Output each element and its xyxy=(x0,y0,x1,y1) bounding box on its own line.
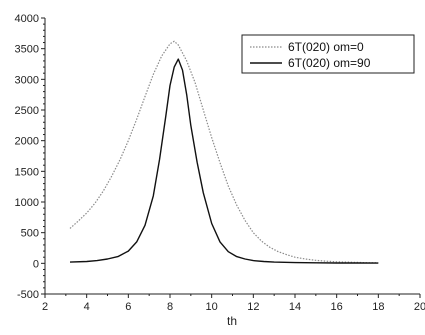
y-tick-label: 3000 xyxy=(15,74,39,86)
y-tick-label: 500 xyxy=(21,228,39,240)
y-tick-label: 1000 xyxy=(15,197,39,209)
x-tick-label: 14 xyxy=(289,301,301,313)
x-tick-label: 4 xyxy=(84,301,90,313)
x-tick-label: 20 xyxy=(414,301,425,313)
y-axis-ticks: -500 0 500 1000 1500 2000 2500 3000 3500 4000 xyxy=(15,13,45,301)
x-axis-label: th xyxy=(227,314,237,328)
legend-label-om90: 6T(020) om=90 xyxy=(288,56,371,70)
x-tick-label: 2 xyxy=(42,301,48,313)
y-tick-label: 0 xyxy=(33,258,39,270)
x-axis-ticks: 2 4 6 8 10 12 14 16 18 20 xyxy=(42,294,425,313)
y-tick-label: 2000 xyxy=(15,136,39,148)
y-tick-label: 3500 xyxy=(15,44,39,56)
y-tick-label: 4000 xyxy=(15,13,39,25)
x-tick-label: 12 xyxy=(247,301,259,313)
y-tick-label: 2500 xyxy=(15,105,39,117)
legend: 6T(020) om=0 6T(020) om=90 xyxy=(241,34,415,74)
legend-box xyxy=(241,34,415,74)
x-tick-label: 16 xyxy=(331,301,343,313)
x-tick-label: 8 xyxy=(167,301,173,313)
y-tick-label: -500 xyxy=(17,289,39,301)
series-layer xyxy=(69,40,379,264)
legend-label-om0: 6T(020) om=0 xyxy=(288,40,364,54)
series-line-om0 xyxy=(69,40,379,264)
x-tick-label: 10 xyxy=(206,301,218,313)
x-tick-label: 18 xyxy=(372,301,384,313)
series-line-om90 xyxy=(69,58,379,264)
x-tick-label: 6 xyxy=(125,301,131,313)
y-tick-label: 1500 xyxy=(15,166,39,178)
